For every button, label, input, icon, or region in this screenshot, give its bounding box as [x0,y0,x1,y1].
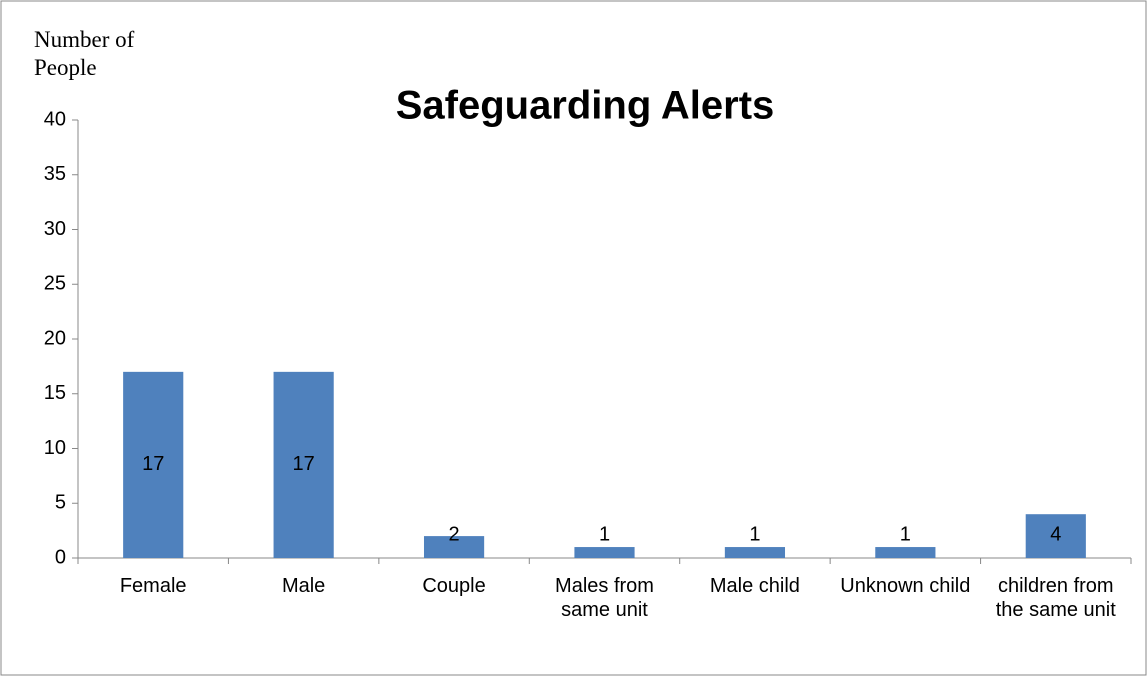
x-tick-label: Female [119,575,187,597]
y-tick-label: 5 [55,492,66,514]
x-tick-label: Male [281,575,326,597]
y-tick-label: 15 [44,382,66,404]
y-tick-label: 0 [55,546,66,568]
bar [123,371,184,558]
data-label: 1 [599,523,610,545]
y-tick-label: 35 [44,163,66,185]
data-label: 2 [449,523,460,545]
y-tick-label: 10 [44,437,66,459]
y-tick-label: 25 [44,273,66,295]
x-tick-label: Males from same unit [555,575,654,621]
x-tick-label: children from the same unit [995,575,1116,621]
data-label: 17 [142,453,164,475]
y-tick-label: 20 [44,327,66,349]
bar [724,547,786,558]
y-tick-label: 40 [44,108,66,130]
bar [1025,514,1086,558]
data-label: 1 [749,523,760,545]
bar [273,371,334,558]
data-label: 1 [900,523,911,545]
x-tick-label: Unknown child [840,575,971,597]
bar [423,536,485,558]
bar [574,547,635,558]
y-axis-title: Number of People [34,27,135,80]
data-label: 4 [1050,523,1061,545]
bar [875,547,936,558]
chart-title: Safeguarding Alerts [396,84,775,128]
y-tick-label: 30 [44,218,66,240]
x-tick-label: Couple [422,575,486,597]
x-tick-label: Male child [709,575,800,597]
data-label: 17 [293,453,315,475]
